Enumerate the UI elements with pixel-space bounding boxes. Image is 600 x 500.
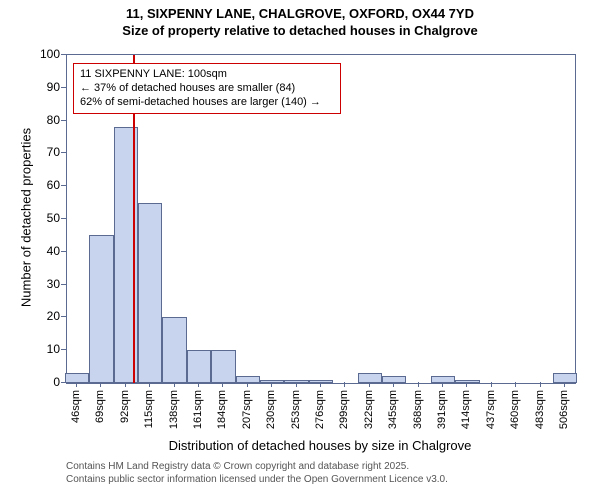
x-tick — [222, 382, 223, 387]
x-tick-label: 138sqm — [168, 390, 180, 429]
x-tick — [149, 382, 150, 387]
x-tick-label: 184sqm — [216, 390, 228, 429]
x-tick — [491, 382, 492, 387]
x-tick-label: 506sqm — [558, 390, 570, 429]
y-tick — [61, 284, 66, 285]
x-tick-label: 299sqm — [338, 390, 350, 429]
x-tick — [344, 382, 345, 387]
y-tick-label: 70 — [0, 145, 60, 159]
y-tick — [61, 152, 66, 153]
x-tick-label: 460sqm — [509, 390, 521, 429]
x-tick — [515, 382, 516, 387]
annotation-line-2: ← 37% of detached houses are smaller (84… — [80, 82, 334, 96]
y-tick-label: 90 — [0, 80, 60, 94]
x-tick — [442, 382, 443, 387]
x-tick-label: 46sqm — [70, 390, 82, 423]
plot-area: 11 SIXPENNY LANE: 100sqm ← 37% of detach… — [66, 54, 576, 384]
annotation-line-3: 62% of semi-detached houses are larger (… — [80, 96, 334, 110]
x-tick — [247, 382, 248, 387]
x-tick-label: 437sqm — [485, 390, 497, 429]
x-tick-label: 69sqm — [94, 390, 106, 423]
x-tick — [466, 382, 467, 387]
y-tick — [61, 120, 66, 121]
y-tick-label: 30 — [0, 277, 60, 291]
y-tick-label: 60 — [0, 178, 60, 192]
x-tick-label: 276sqm — [314, 390, 326, 429]
attribution-text: Contains HM Land Registry data © Crown c… — [66, 460, 448, 486]
x-tick — [564, 382, 565, 387]
x-tick-label: 368sqm — [412, 390, 424, 429]
y-tick — [61, 349, 66, 350]
x-tick — [418, 382, 419, 387]
title-line-2: Size of property relative to detached ho… — [0, 23, 600, 40]
x-tick-label: 92sqm — [119, 390, 131, 423]
y-tick-label: 40 — [0, 244, 60, 258]
y-tick — [61, 87, 66, 88]
x-tick-label: 414sqm — [460, 390, 472, 429]
y-tick — [61, 218, 66, 219]
x-tick-label: 207sqm — [241, 390, 253, 429]
annotation-line-1: 11 SIXPENNY LANE: 100sqm — [80, 68, 334, 82]
x-tick — [198, 382, 199, 387]
y-tick — [61, 185, 66, 186]
annotation-box: 11 SIXPENNY LANE: 100sqm ← 37% of detach… — [73, 63, 341, 114]
histogram-bar — [211, 350, 235, 383]
x-tick — [320, 382, 321, 387]
x-tick — [125, 382, 126, 387]
title-line-1: 11, SIXPENNY LANE, CHALGROVE, OXFORD, OX… — [0, 6, 600, 23]
x-tick-label: 322sqm — [363, 390, 375, 429]
y-tick-label: 10 — [0, 342, 60, 356]
attribution-line-2: Contains public sector information licen… — [66, 473, 448, 486]
x-tick — [174, 382, 175, 387]
x-tick — [369, 382, 370, 387]
attribution-line-1: Contains HM Land Registry data © Crown c… — [66, 460, 448, 473]
histogram-bar — [89, 235, 113, 383]
x-tick — [76, 382, 77, 387]
y-tick-label: 50 — [0, 211, 60, 225]
histogram-bar — [260, 380, 284, 383]
y-tick — [61, 382, 66, 383]
x-tick — [296, 382, 297, 387]
y-tick-label: 0 — [0, 375, 60, 389]
x-tick-label: 115sqm — [143, 390, 155, 428]
histogram-bar — [162, 317, 186, 383]
y-tick — [61, 54, 66, 55]
x-tick — [271, 382, 272, 387]
x-tick — [393, 382, 394, 387]
histogram-bar — [65, 373, 89, 383]
x-tick-label: 161sqm — [192, 390, 204, 429]
x-tick-label: 230sqm — [265, 390, 277, 429]
histogram-bar — [187, 350, 211, 383]
x-axis-label: Distribution of detached houses by size … — [66, 438, 574, 453]
x-tick — [540, 382, 541, 387]
x-tick-label: 345sqm — [387, 390, 399, 429]
chart-title: 11, SIXPENNY LANE, CHALGROVE, OXFORD, OX… — [0, 0, 600, 40]
y-tick-label: 20 — [0, 309, 60, 323]
x-tick-label: 391sqm — [436, 390, 448, 429]
y-tick — [61, 251, 66, 252]
y-tick-label: 100 — [0, 47, 60, 61]
x-tick-label: 253sqm — [290, 390, 302, 429]
x-tick — [100, 382, 101, 387]
y-tick-label: 80 — [0, 113, 60, 127]
y-tick — [61, 316, 66, 317]
x-tick-label: 483sqm — [534, 390, 546, 429]
histogram-bar — [138, 203, 162, 383]
histogram-bar — [382, 376, 406, 383]
